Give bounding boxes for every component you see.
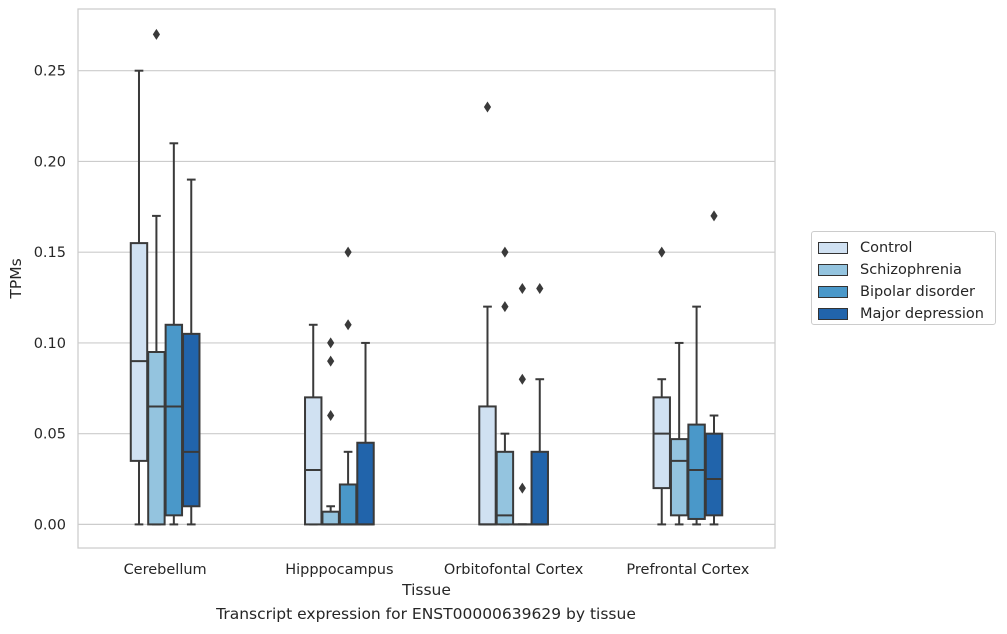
legend-swatch: [818, 264, 848, 276]
box-1-1: [321, 337, 340, 526]
box-iqr: [478, 405, 497, 526]
box-2-3: [530, 282, 549, 526]
y-tick-label: 0.10: [34, 336, 66, 352]
outlier-point: [344, 246, 352, 258]
outlier-point: [483, 101, 492, 113]
legend-label: Major depression: [860, 306, 984, 322]
box-1-3: [356, 341, 375, 526]
box-iqr: [530, 450, 549, 526]
box-2-0: [478, 101, 497, 526]
box-2-1: [495, 246, 515, 526]
legend-item-bipolar-disorder: Bipolar disorder: [818, 281, 989, 303]
box-0-1: [147, 28, 166, 526]
x-tick-label: Cerebellum: [124, 562, 207, 578]
box-iqr: [652, 396, 671, 490]
box-plot-area: [129, 28, 724, 526]
box-iqr: [304, 396, 323, 526]
box-iqr: [182, 332, 201, 508]
box-2-2: [513, 282, 532, 526]
legend-swatch: [818, 286, 848, 298]
outlier-point: [710, 210, 718, 222]
y-tick-label: 0.20: [34, 154, 66, 170]
legend-label: Bipolar disorder: [860, 284, 975, 300]
outlier-point: [327, 355, 335, 367]
y-tick-label: 0.00: [34, 517, 66, 533]
legend-label: Schizophrenia: [860, 262, 962, 278]
y-tick-label: 0.05: [34, 427, 66, 443]
outlier-point: [518, 282, 526, 294]
box-iqr: [495, 450, 515, 526]
x-tick-label: Orbitofontal Cortex: [444, 562, 584, 578]
box-iqr: [321, 510, 340, 526]
x-tick-label: Prefrontal Cortex: [626, 562, 749, 578]
box-iqr: [687, 423, 706, 520]
box-3-1: [669, 341, 689, 526]
box-0-2: [164, 142, 184, 526]
box-iqr: [704, 432, 724, 517]
legend-item-schizophrenia: Schizophrenia: [818, 259, 989, 281]
y-axis-label: TPMs: [7, 258, 25, 299]
outlier-point: [658, 246, 666, 258]
outlier-point: [518, 482, 526, 494]
box-iqr: [356, 441, 375, 526]
outlier-point: [518, 373, 526, 385]
legend-item-major-depression: Major depression: [818, 303, 989, 325]
outlier-point: [344, 319, 352, 331]
outlier-point: [327, 410, 335, 422]
box-iqr: [164, 323, 184, 517]
y-tick-label: 0.15: [34, 245, 66, 261]
box-0-3: [182, 178, 201, 526]
x-axis-label: Tissue: [401, 581, 451, 599]
legend-label: Control: [860, 240, 913, 256]
box-iqr: [669, 438, 689, 517]
axis-ticks: 0.00 0.05 0.10 0.15 0.20 0.25 Cerebellum Hipppo…: [34, 64, 750, 578]
box-3-3: [704, 210, 724, 526]
legend-swatch: [818, 308, 848, 320]
box-iqr: [338, 483, 358, 526]
box-3-2: [687, 305, 706, 526]
x-tick-label: Hipppocampus: [285, 562, 393, 578]
box-3-0: [652, 246, 671, 526]
legend-item-control: Control: [818, 237, 989, 259]
outlier-point: [501, 246, 509, 258]
outlier-point: [327, 337, 335, 349]
box-1-0: [304, 323, 323, 526]
box-1-2: [338, 246, 358, 526]
chart-caption: Transcript expression for ENST0000063962…: [216, 605, 636, 623]
legend-swatch: [818, 242, 848, 254]
legend: Control Schizophrenia Bipolar disorder M…: [811, 231, 996, 325]
y-tick-label: 0.25: [34, 64, 66, 80]
box-0-0: [129, 69, 149, 526]
box-iqr: [129, 242, 149, 462]
box-iqr: [147, 351, 166, 526]
outlier-point: [152, 28, 161, 40]
outlier-point: [501, 301, 509, 313]
outlier-point: [536, 282, 544, 294]
plot-frame: [77, 8, 776, 549]
